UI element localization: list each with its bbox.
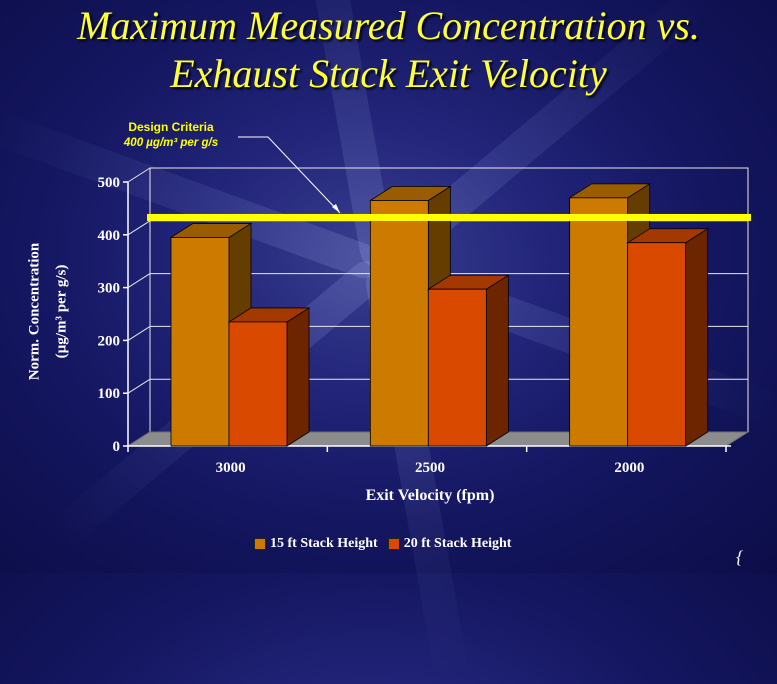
y-tick-label: 0 xyxy=(113,439,121,455)
y-tick-label: 300 xyxy=(98,281,121,297)
y-tick-label: 200 xyxy=(98,333,121,349)
gridline-side xyxy=(127,325,151,341)
legend-swatch-20ft xyxy=(387,538,400,550)
bar-chart: 0 100 200 300 400 500 3000 2500 2000 xyxy=(98,136,751,476)
bar-15ft-2000 xyxy=(569,197,629,447)
gridline-side xyxy=(127,167,151,183)
legend-swatch-15ft xyxy=(254,538,266,550)
bar-side xyxy=(485,274,509,447)
bar-20ft-3000 xyxy=(228,321,288,447)
design-criteria-label: Design Criteria xyxy=(128,120,214,134)
annotation-arrowhead xyxy=(332,204,340,213)
footer-mark: { xyxy=(736,547,744,567)
annotation-leader-line xyxy=(238,136,341,214)
x-tick-label: 2000 xyxy=(614,460,644,476)
x-tick-label: 2500 xyxy=(415,460,445,476)
legend-label-20ft: 20 ft Stack Height xyxy=(403,536,512,551)
chart-legend: 15 ft Stack Height 20 ft Stack Height xyxy=(254,536,511,552)
y-tick-label: 500 xyxy=(98,175,121,191)
bar-20ft-2000 xyxy=(627,242,687,447)
y-tick-label: 100 xyxy=(98,386,121,402)
bar-20ft-2500 xyxy=(427,288,487,447)
legend-label-15ft: 15 ft Stack Height xyxy=(270,536,378,551)
bar-side xyxy=(286,307,310,447)
x-axis-label: Exit Velocity (fpm) xyxy=(365,487,495,504)
y-axis-label: Norm. Concentration xyxy=(26,242,43,381)
slide-title-line1: Maximum Measured Concentration vs. xyxy=(77,3,700,48)
x-tick-label: 3000 xyxy=(216,460,246,476)
y-axis-label-units: (µg/m³ per g/s) xyxy=(53,264,70,359)
gridline-side xyxy=(127,273,151,289)
design-criteria-line xyxy=(147,213,751,221)
design-criteria-value: 400 µg/m³ per g/s xyxy=(123,137,219,149)
y-tick-label: 400 xyxy=(98,228,121,244)
bar-15ft-2500 xyxy=(369,200,429,447)
bar-side xyxy=(685,227,709,447)
slide-title-line2: Exhaust Stack Exit Velocity xyxy=(170,51,607,96)
gridline-side xyxy=(127,220,151,236)
bar-15ft-3000 xyxy=(170,237,230,447)
gridline-side xyxy=(127,378,151,394)
